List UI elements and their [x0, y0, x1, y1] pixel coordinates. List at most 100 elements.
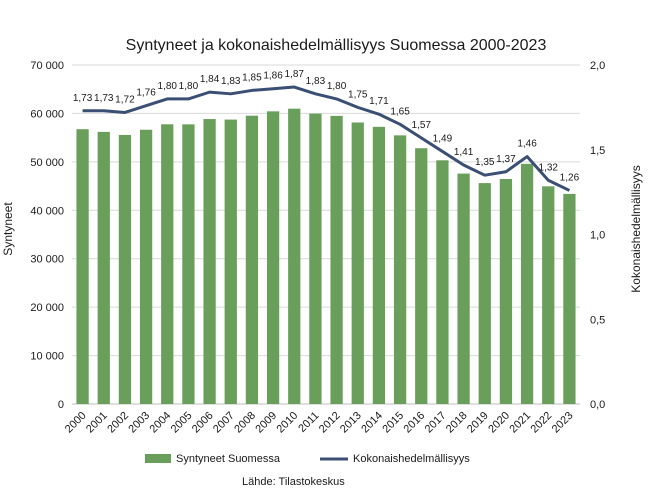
- legend-swatch-bars: [145, 454, 171, 463]
- data-label: 1,73: [73, 93, 93, 104]
- bar: [457, 173, 470, 404]
- left-tick-label: 50 000: [30, 157, 64, 169]
- x-tick-label: 2001: [84, 410, 110, 436]
- bar: [139, 129, 153, 404]
- bar: [266, 111, 280, 405]
- x-tick-label: 2023: [550, 410, 576, 436]
- fertility-line: [82, 85, 571, 192]
- left-tick-label: 0: [58, 399, 64, 411]
- bar-series: [76, 108, 576, 405]
- bar: [520, 163, 534, 404]
- data-label: 1,49: [433, 133, 453, 144]
- bar: [351, 122, 364, 405]
- x-tick-label: 2005: [169, 410, 195, 436]
- data-label: 1,80: [179, 81, 199, 92]
- left-tick-label: 30 000: [30, 254, 64, 266]
- data-label: 1,84: [200, 74, 220, 85]
- x-tick-label: 2006: [190, 410, 216, 436]
- bar: [372, 126, 386, 404]
- right-axis-ticks: 0,0 0,5 1,0 1,5 2,0: [590, 60, 605, 411]
- bar: [203, 119, 216, 404]
- right-tick-label: 0,5: [590, 314, 605, 326]
- data-labels: 1,73 1,73 1,721,761,80 1,801,84 1,83 1,85 1,86…: [73, 69, 580, 183]
- data-label: 1,57: [412, 120, 432, 131]
- bar: [76, 129, 89, 404]
- x-tick-label: 2019: [465, 410, 491, 436]
- data-label: 1,71: [369, 96, 389, 107]
- bar: [288, 108, 301, 405]
- x-tick-label: 2015: [380, 410, 406, 436]
- x-tick-label: 2003: [126, 410, 152, 436]
- data-label: 1,26: [560, 172, 580, 183]
- left-tick-label: 10 000: [30, 351, 64, 363]
- legend: Syntyneet Suomessa Kokonaishedelmällisyy…: [145, 453, 470, 465]
- data-label: 1,76: [136, 88, 156, 99]
- data-label: 1,83: [306, 76, 326, 87]
- data-label: 1,83: [221, 76, 241, 87]
- bar: [224, 119, 237, 405]
- x-tick-label: 2002: [105, 410, 131, 436]
- x-tick-label: 2004: [148, 410, 174, 436]
- bar: [118, 134, 132, 404]
- x-tick-label: 2018: [444, 410, 470, 436]
- left-tick-label: 40 000: [30, 205, 64, 217]
- x-tick-label: 2008: [232, 410, 258, 436]
- x-tick-label: 2020: [486, 410, 512, 436]
- right-axis-label: Kokonaishedelmällisyys: [629, 165, 643, 292]
- data-label: 1,72: [115, 94, 135, 105]
- x-tick-label: 2010: [275, 410, 301, 436]
- bar: [393, 135, 407, 404]
- x-tick-label: 2012: [317, 410, 343, 436]
- x-tick-label: 2000: [63, 410, 89, 436]
- bar: [542, 186, 555, 404]
- data-label: 1,80: [327, 81, 347, 92]
- right-tick-label: 2,0: [590, 60, 605, 72]
- x-tick-label: 2017: [423, 410, 449, 436]
- bar: [97, 131, 110, 404]
- right-tick-label: 0,0: [590, 399, 605, 411]
- x-tick-label: 2007: [211, 410, 237, 436]
- data-label: 1,41: [454, 147, 474, 158]
- x-tick-label: 2021: [507, 410, 533, 436]
- right-tick-label: 1,0: [590, 230, 605, 242]
- left-tick-label: 70 000: [30, 60, 64, 72]
- x-tick-label: 2009: [253, 410, 279, 436]
- data-label: 1,73: [94, 93, 114, 104]
- data-label: 1,35: [475, 157, 495, 168]
- x-tick-label: 2022: [529, 410, 555, 436]
- data-label: 1,87: [285, 69, 305, 80]
- source-note: Lähde: Tilastokeskus: [242, 476, 345, 488]
- data-label: 1,80: [158, 81, 178, 92]
- bar: [161, 124, 174, 404]
- chart-title: Syntyneet ja kokonaishedelmällisyys Suom…: [126, 37, 547, 54]
- left-axis-label: Syntyneet: [1, 202, 15, 256]
- legend-label-bars: Syntyneet Suomessa: [176, 453, 281, 465]
- left-tick-label: 60 000: [30, 108, 64, 120]
- data-label: 1,85: [242, 72, 262, 83]
- bar: [330, 115, 343, 404]
- bar: [182, 124, 195, 404]
- x-tick-label: 2013: [338, 410, 364, 436]
- x-tick-label: 2014: [359, 410, 385, 436]
- bar: [309, 113, 322, 405]
- line-series: [82, 85, 571, 192]
- data-label: 1,32: [539, 162, 559, 173]
- bar: [245, 115, 259, 404]
- x-axis-ticks: 2000200120022003200420052006200720082009…: [63, 410, 576, 436]
- bar: [499, 178, 513, 404]
- bar: [415, 148, 428, 404]
- data-label: 1,37: [496, 154, 516, 165]
- bar: [478, 183, 491, 404]
- left-axis-ticks: 0 10 000 20 000 30 000 40 000 50 000 60 000 70 …: [30, 60, 64, 411]
- data-label: 1,75: [348, 89, 368, 100]
- right-tick-label: 1,5: [590, 145, 605, 157]
- data-label: 1,46: [517, 139, 537, 150]
- x-tick-label: 2016: [402, 410, 428, 436]
- x-tick-label: 2011: [296, 410, 321, 435]
- bar: [563, 193, 576, 404]
- bar: [436, 160, 449, 404]
- data-label: 1,86: [263, 71, 283, 82]
- gridlines: [72, 64, 580, 405]
- data-label: 1,65: [390, 106, 410, 117]
